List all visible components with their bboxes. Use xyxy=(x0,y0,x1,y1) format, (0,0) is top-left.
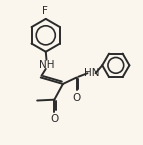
Text: F: F xyxy=(42,6,48,16)
Text: O: O xyxy=(72,93,81,103)
Text: HN: HN xyxy=(84,68,99,78)
Text: O: O xyxy=(50,114,58,124)
Text: NH: NH xyxy=(39,60,54,70)
